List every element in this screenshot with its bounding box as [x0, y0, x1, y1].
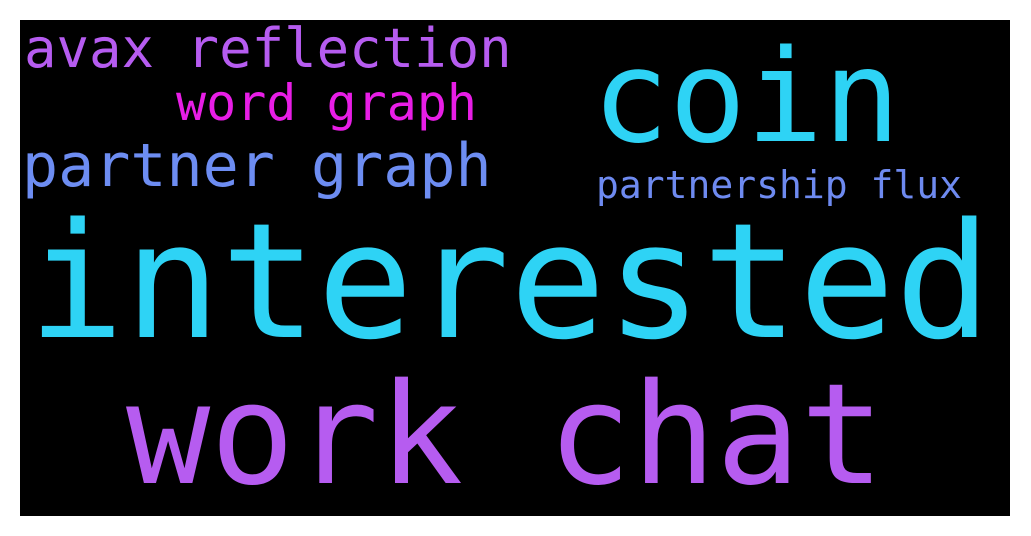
- word-partner-graph: partner graph: [22, 131, 492, 201]
- word-interested: interested: [28, 188, 992, 375]
- word-partnership-flux: partnership flux: [596, 163, 963, 207]
- word-avax-reflection: avax reflection: [24, 20, 512, 80]
- word-word-graph: word graph: [176, 74, 478, 132]
- word-coin: coin: [592, 23, 901, 172]
- word-work-chat: work chat: [126, 354, 885, 516]
- word-cloud-canvas: avax reflection coin word graph partner …: [20, 20, 1010, 516]
